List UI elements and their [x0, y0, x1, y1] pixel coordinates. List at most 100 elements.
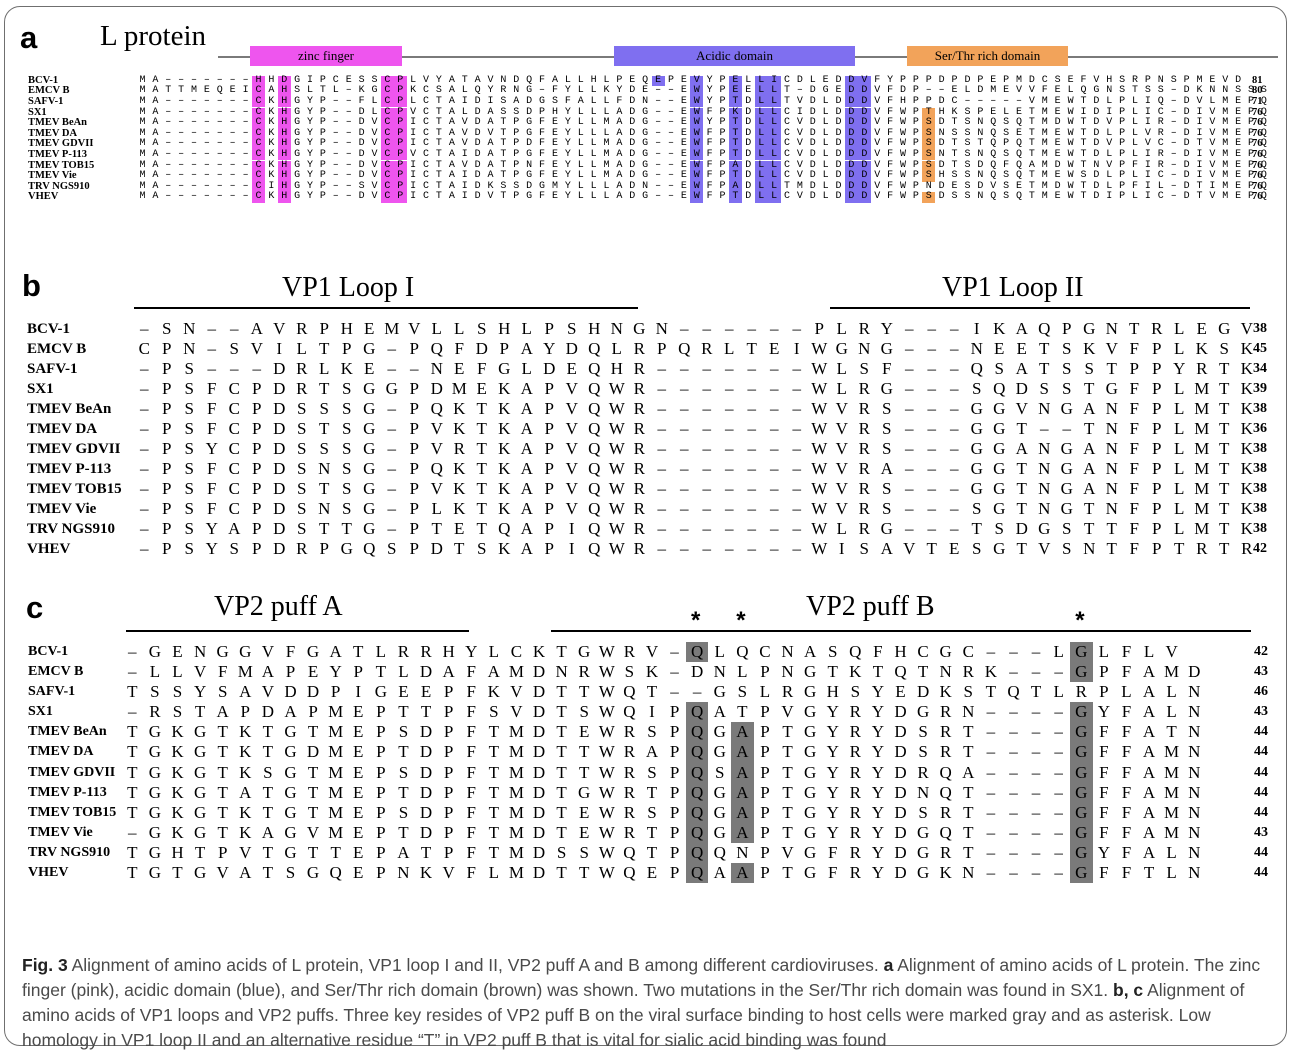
residue: A: [577, 95, 584, 107]
residue: D: [938, 159, 945, 171]
residue: P: [1152, 439, 1162, 458]
residue: P: [513, 138, 520, 150]
residue: K: [939, 682, 952, 702]
residue: P: [409, 539, 419, 558]
residue: G: [526, 117, 533, 129]
residue: D: [430, 379, 443, 398]
residue: T: [262, 802, 274, 822]
residue: E: [1235, 106, 1242, 118]
residue: V: [371, 170, 378, 182]
residue: T: [1219, 439, 1230, 458]
residue: P: [376, 822, 386, 842]
alignment-row: – G E N G G V F G A T L R R H Y L C K T G W R V – Q L Q C N A S Q F H C G C – –…: [121, 641, 1183, 663]
residue: A: [448, 148, 455, 160]
residue: A: [520, 479, 533, 498]
residue: S: [859, 359, 869, 378]
residue: A: [448, 106, 455, 118]
residue: S: [1062, 339, 1072, 358]
residue: M: [1164, 782, 1180, 802]
residue: L: [590, 170, 597, 182]
residue: F: [1121, 782, 1132, 802]
residue: H: [610, 359, 623, 378]
residue: S: [297, 399, 307, 418]
caption-a-text: Alignment of amino acids of L protein. T…: [22, 955, 1261, 1000]
sequence-name: TMEV Vie: [28, 170, 77, 182]
residue: –: [191, 180, 198, 192]
residue: W: [608, 459, 625, 478]
residue: T: [476, 499, 487, 518]
residue: P: [912, 106, 919, 118]
residue: D: [532, 722, 546, 742]
residue: –: [203, 138, 210, 150]
residue: –: [792, 459, 802, 478]
residue: –: [1062, 419, 1072, 438]
residue: P: [443, 782, 454, 802]
sequence-length: 44: [1254, 865, 1268, 881]
residue: P: [1119, 106, 1126, 118]
residue: W: [811, 499, 828, 518]
residue: D: [532, 762, 546, 782]
residue: L: [172, 662, 183, 682]
residue: M: [1041, 148, 1048, 160]
residue: W: [690, 107, 704, 119]
residue: T: [1219, 419, 1230, 438]
alignment-row: M A T T M E Q E I C A H S L T L – K G C P K C S A L Q Y R N G – F Y L L K Y D E…: [136, 86, 1270, 97]
residue: Q: [1260, 159, 1267, 171]
residue: Q: [993, 379, 1006, 398]
residue: P: [912, 138, 919, 150]
residue: K: [239, 802, 252, 822]
residue: P: [252, 519, 262, 538]
residue: D: [565, 339, 578, 358]
residue: G: [1060, 459, 1073, 478]
residue: –: [770, 499, 779, 518]
residue: G: [1083, 319, 1096, 338]
residue: P: [393, 192, 407, 203]
residue: R: [858, 319, 870, 338]
residue: S: [358, 180, 365, 192]
residue: H: [277, 181, 291, 193]
residue: T: [1028, 127, 1035, 139]
alignment-row: T S S Y S A V D D P I G E E P F K V D T T W Q T – – G S L R G H S Y E D K S T Q…: [121, 682, 1206, 702]
residue: W: [608, 479, 625, 498]
sequence-length: 34: [1253, 361, 1267, 376]
residue: E: [551, 117, 558, 129]
residue: –: [725, 359, 734, 378]
residue: D: [1188, 662, 1201, 682]
residue: T: [971, 519, 982, 538]
residue: G: [284, 802, 297, 822]
residue: –: [702, 419, 712, 438]
residue: P: [719, 127, 726, 139]
residue: N: [318, 499, 331, 518]
residue: M: [1222, 95, 1229, 107]
residue: T: [1219, 539, 1230, 558]
residue: G: [993, 499, 1006, 518]
residue: C: [228, 379, 240, 398]
residue: E: [680, 95, 687, 107]
residue: Y: [706, 85, 713, 97]
residue: V: [273, 319, 286, 338]
sequence-name: SX1: [27, 381, 54, 397]
residue: –: [128, 641, 137, 661]
residue: L: [822, 170, 829, 182]
residue: P: [977, 74, 984, 86]
residue: E: [1209, 74, 1216, 86]
residue: G: [1105, 379, 1118, 398]
residue: G: [803, 722, 817, 742]
residue: N: [713, 662, 726, 682]
residue: A: [152, 170, 159, 182]
residue: D: [543, 359, 556, 378]
residue: M: [1164, 662, 1180, 682]
residue: S: [1062, 379, 1072, 398]
residue: Y: [193, 682, 207, 702]
sequence-length: 38: [1253, 441, 1267, 456]
residue: G: [294, 159, 301, 171]
residue: F: [1099, 802, 1109, 822]
residue: D: [977, 85, 984, 97]
residue: A: [474, 74, 481, 86]
residue: I: [276, 339, 283, 358]
residue: L: [754, 149, 768, 161]
residue: E: [229, 85, 236, 97]
residue: G: [148, 822, 162, 842]
vp1-loop-ii-bar: [830, 307, 1250, 309]
residue: P: [1152, 399, 1162, 418]
